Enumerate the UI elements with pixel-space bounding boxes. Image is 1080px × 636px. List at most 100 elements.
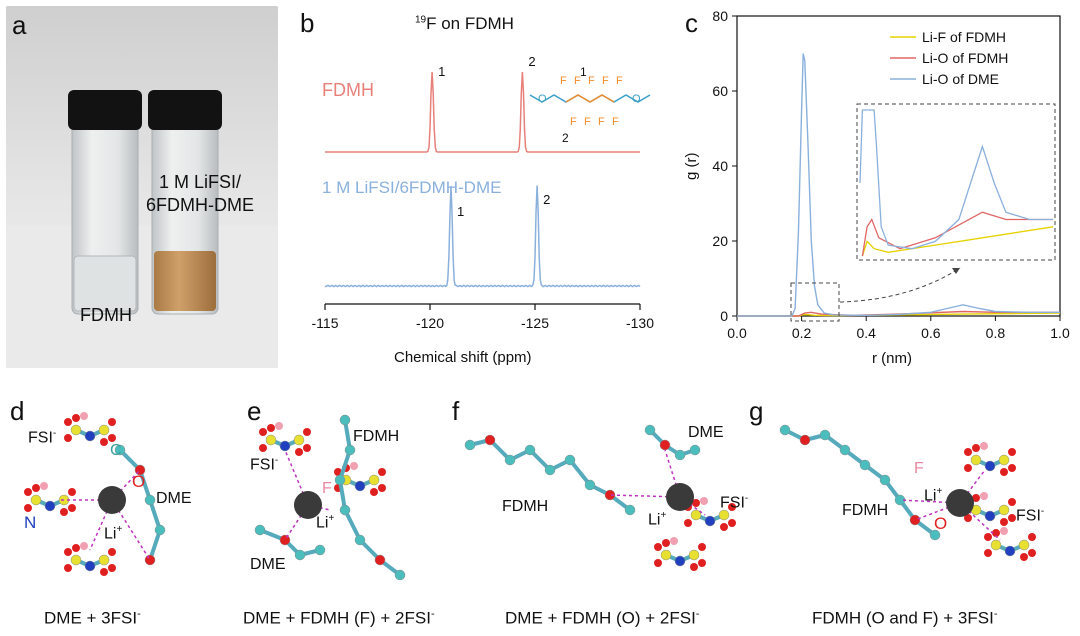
atom — [980, 492, 988, 500]
rdf-x-tick-label: 0.6 — [921, 325, 941, 341]
nmr-title-sup: 19 — [415, 14, 427, 26]
rdf-y-tick-label: 20 — [712, 233, 728, 249]
bond — [568, 458, 592, 487]
vial-left-label: FDMH — [80, 305, 132, 325]
atom — [144, 554, 156, 566]
atom — [84, 560, 96, 572]
g-fsi-text: FSI — [1016, 507, 1041, 525]
atom — [544, 464, 556, 476]
molecule-label-1: 1 — [580, 65, 587, 79]
atom — [1028, 549, 1036, 557]
atom — [504, 454, 516, 466]
nmr-top-trace-label: FDMH — [322, 80, 374, 100]
atom — [24, 504, 32, 512]
e-fsi-label: FSI- — [250, 455, 278, 474]
atom — [1008, 448, 1016, 456]
bond — [148, 529, 162, 561]
atom — [108, 548, 116, 556]
li-ion-f — [666, 483, 694, 511]
nmr-x-ticks: -115 -120 -125 -130 — [312, 304, 654, 331]
atom — [998, 504, 1010, 516]
atom — [344, 444, 356, 456]
rdf-x-ticks: 0.0 0.2 0.4 0.6 0.8 1.0 — [727, 316, 1070, 341]
rdf-x-tick-label: 0.4 — [856, 325, 876, 341]
atom — [524, 444, 536, 456]
atom — [704, 515, 716, 527]
legend-entry: Li-O of FDMH — [922, 50, 1008, 66]
atom — [334, 474, 346, 486]
caption-e-text: DME + FDMH (F) + 2FSI — [243, 608, 431, 628]
atom — [690, 509, 702, 521]
atom — [879, 474, 891, 486]
fluorine-atom: F — [616, 75, 623, 87]
fluorine-atom: F — [560, 75, 567, 87]
bond — [138, 469, 152, 501]
atom — [295, 448, 303, 456]
zoom-arrow-head — [952, 268, 960, 274]
rdf-series — [737, 53, 1061, 317]
panel-d-letter: d — [10, 396, 25, 426]
atom — [80, 412, 88, 420]
rdf-y-tick-label: 40 — [712, 158, 728, 174]
atom — [464, 439, 476, 451]
bond — [338, 449, 352, 481]
coordination-bond — [284, 449, 309, 506]
atom — [144, 494, 156, 506]
rdf-legend: Li-F of FDMH Li-O of FDMH Li-O of DME — [890, 29, 1008, 87]
atom — [859, 459, 871, 471]
fluorine-atom: F — [574, 75, 581, 87]
atom — [992, 529, 1000, 537]
caption-g-text: FDMH (O and F) + 3FSI — [812, 608, 994, 628]
vials-photo — [6, 6, 278, 368]
atom — [339, 414, 351, 426]
atom — [698, 543, 706, 551]
atom — [662, 539, 670, 547]
atom — [839, 444, 851, 456]
d-fsi-text: FSI — [28, 429, 53, 447]
atom — [378, 484, 386, 492]
f-dme-label: DME — [688, 424, 724, 441]
atom — [374, 554, 386, 566]
panel-c-letter: c — [685, 8, 698, 38]
atom — [30, 494, 42, 506]
atom — [972, 444, 980, 452]
atom — [1018, 539, 1030, 551]
atom — [970, 454, 982, 466]
atom — [990, 539, 1002, 551]
atom — [108, 434, 116, 442]
atom — [819, 429, 831, 441]
atom — [692, 499, 700, 507]
rdf-y-ticks: 0 20 40 60 80 — [712, 8, 737, 324]
e-dme-label: DME — [250, 556, 286, 573]
atom — [354, 534, 366, 546]
atom — [72, 544, 80, 552]
atom — [368, 474, 380, 486]
caption-f-sup: - — [695, 608, 700, 620]
e-fsi-sup: - — [274, 455, 279, 466]
atom — [108, 564, 116, 572]
fdmh-molecule: O O 1 2 F F F F F F F F F — [529, 65, 651, 145]
d-li-text: Li — [104, 525, 117, 543]
g-li-text: Li — [924, 487, 937, 505]
caption-g: FDMH (O and F) + 3FSI- — [812, 608, 998, 629]
atom — [314, 544, 326, 556]
atom — [293, 434, 305, 446]
fluorine-atom: F — [570, 116, 577, 128]
atom — [964, 514, 972, 522]
nmr-x-tick-label: -115 — [312, 315, 339, 331]
rdf-inset-line-2 — [859, 109, 1053, 250]
atom — [1028, 533, 1036, 541]
d-o-label: O — [132, 472, 146, 491]
caption-d: DME + 3FSI- — [44, 608, 141, 629]
atom — [275, 422, 283, 430]
rdf-inset-series — [859, 109, 1054, 257]
atom — [698, 559, 706, 567]
g-fsi-label: FSI- — [1016, 506, 1044, 525]
coordination-bond — [899, 499, 961, 504]
atom — [690, 563, 698, 571]
atom — [64, 548, 72, 556]
e-li-text: Li — [316, 514, 329, 532]
zoom-arrow — [839, 267, 961, 303]
atom — [350, 462, 358, 470]
peak-label-top-1: 1 — [438, 64, 445, 79]
